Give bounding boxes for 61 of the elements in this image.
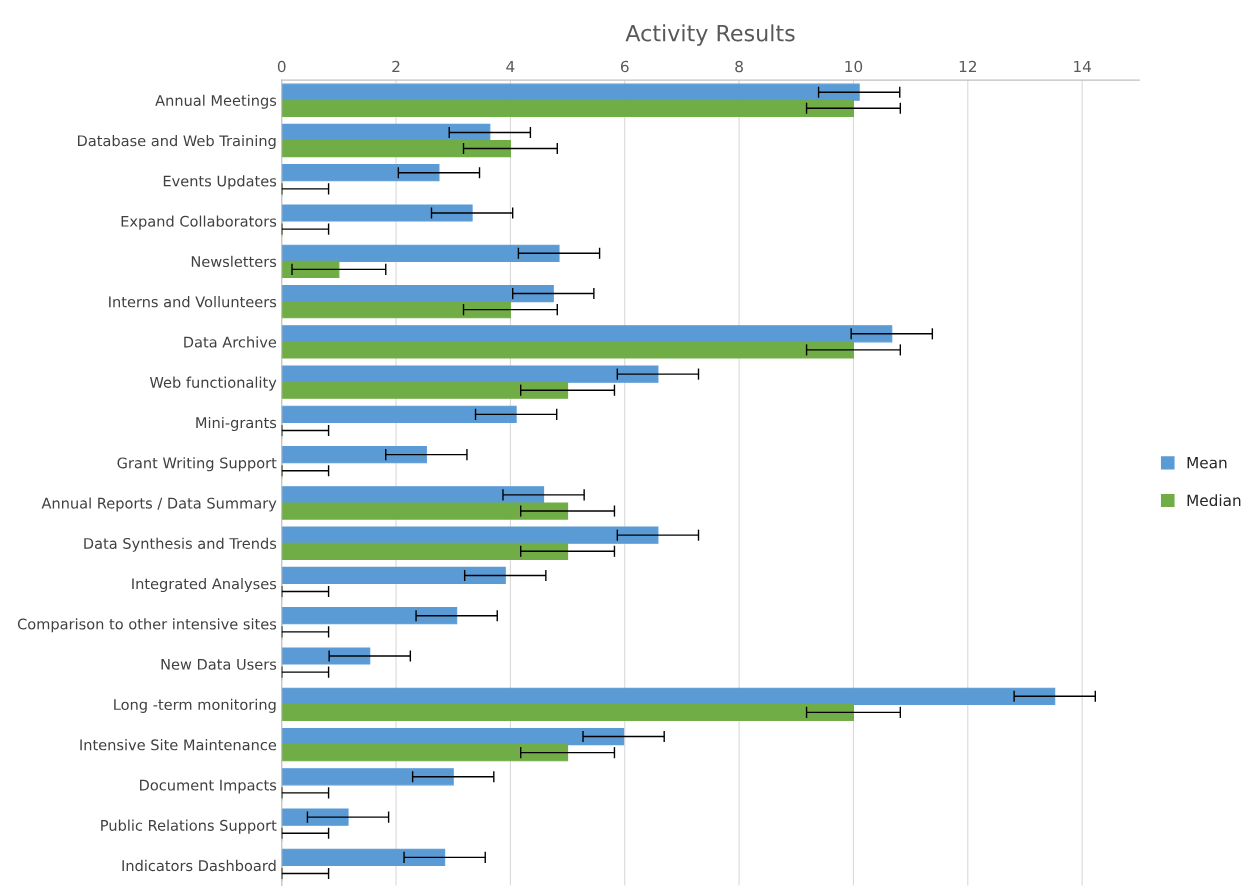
bar (281, 381, 569, 399)
y-tick-label: Expand Collaborators (121, 215, 277, 230)
y-tick-label: Annual Meetings (155, 94, 277, 109)
x-tick-label: 6 (620, 60, 629, 73)
y-tick-label: Public Relations Support (101, 819, 277, 834)
bar (281, 446, 427, 464)
bar (281, 502, 569, 520)
bar (281, 744, 569, 762)
bar (281, 260, 340, 278)
y-tick-label: Data Archive (184, 336, 277, 348)
bar (281, 607, 458, 625)
x-tick-label: 14 (1074, 60, 1092, 73)
y-tick-label: Newsletters (191, 255, 277, 268)
bar (281, 405, 517, 423)
bar (281, 486, 545, 504)
bar (281, 325, 893, 343)
bar (281, 204, 473, 222)
bar (281, 164, 440, 182)
bar (281, 99, 855, 117)
y-tick-label: Grant Writing Support (117, 457, 277, 472)
y-tick-label: Intensive Site Maintenance (80, 739, 277, 751)
y-tick-label: Integrated Analyses (132, 577, 277, 593)
y-tick-label: Indicators Dashboard (122, 859, 276, 872)
chart-title: Activity Results (625, 24, 795, 46)
x-tick-label: 2 (392, 60, 400, 73)
y-tick-label: Mini-grants (196, 416, 277, 431)
legend-label: Mean (1187, 457, 1227, 469)
y-tick-label: Document Impacts (140, 779, 277, 794)
bar (281, 83, 860, 101)
y-tick-label: Database and Web Training (78, 134, 276, 150)
y-tick-label: Annual Reports / Data Summary (41, 497, 277, 512)
y-tick-label: Comparison to other intensive sites (17, 618, 277, 633)
bar (281, 284, 554, 303)
bar (281, 647, 371, 665)
bar (281, 687, 1056, 705)
legend-label: Median (1187, 494, 1241, 507)
bar (281, 727, 625, 746)
y-tick-label: Long -term monitoring (114, 698, 276, 713)
bar (281, 341, 855, 359)
bar (281, 703, 855, 721)
y-tick-label: Web functionality (149, 376, 277, 391)
y-tick-label: New Data Users (161, 658, 277, 670)
y-tick-label: Data Synthesis and Trends (84, 537, 277, 552)
x-tick-label: 4 (506, 60, 515, 73)
bar (281, 848, 446, 866)
bar (281, 542, 569, 560)
bar (281, 244, 560, 262)
x-tick-label: 8 (735, 60, 743, 73)
x-tick-label: 12 (959, 60, 976, 73)
x-tick-label: 10 (845, 60, 863, 73)
bar (281, 301, 511, 319)
bar (281, 123, 491, 142)
y-tick-label: Interns and Vollunteers (109, 296, 277, 308)
bar (281, 808, 349, 826)
bar (281, 365, 659, 383)
bar (281, 526, 659, 544)
bar (281, 139, 511, 158)
y-tick-label: Events Updates (163, 175, 277, 190)
bar (281, 566, 506, 585)
bar (281, 768, 454, 786)
x-tick-label: 0 (277, 60, 286, 73)
